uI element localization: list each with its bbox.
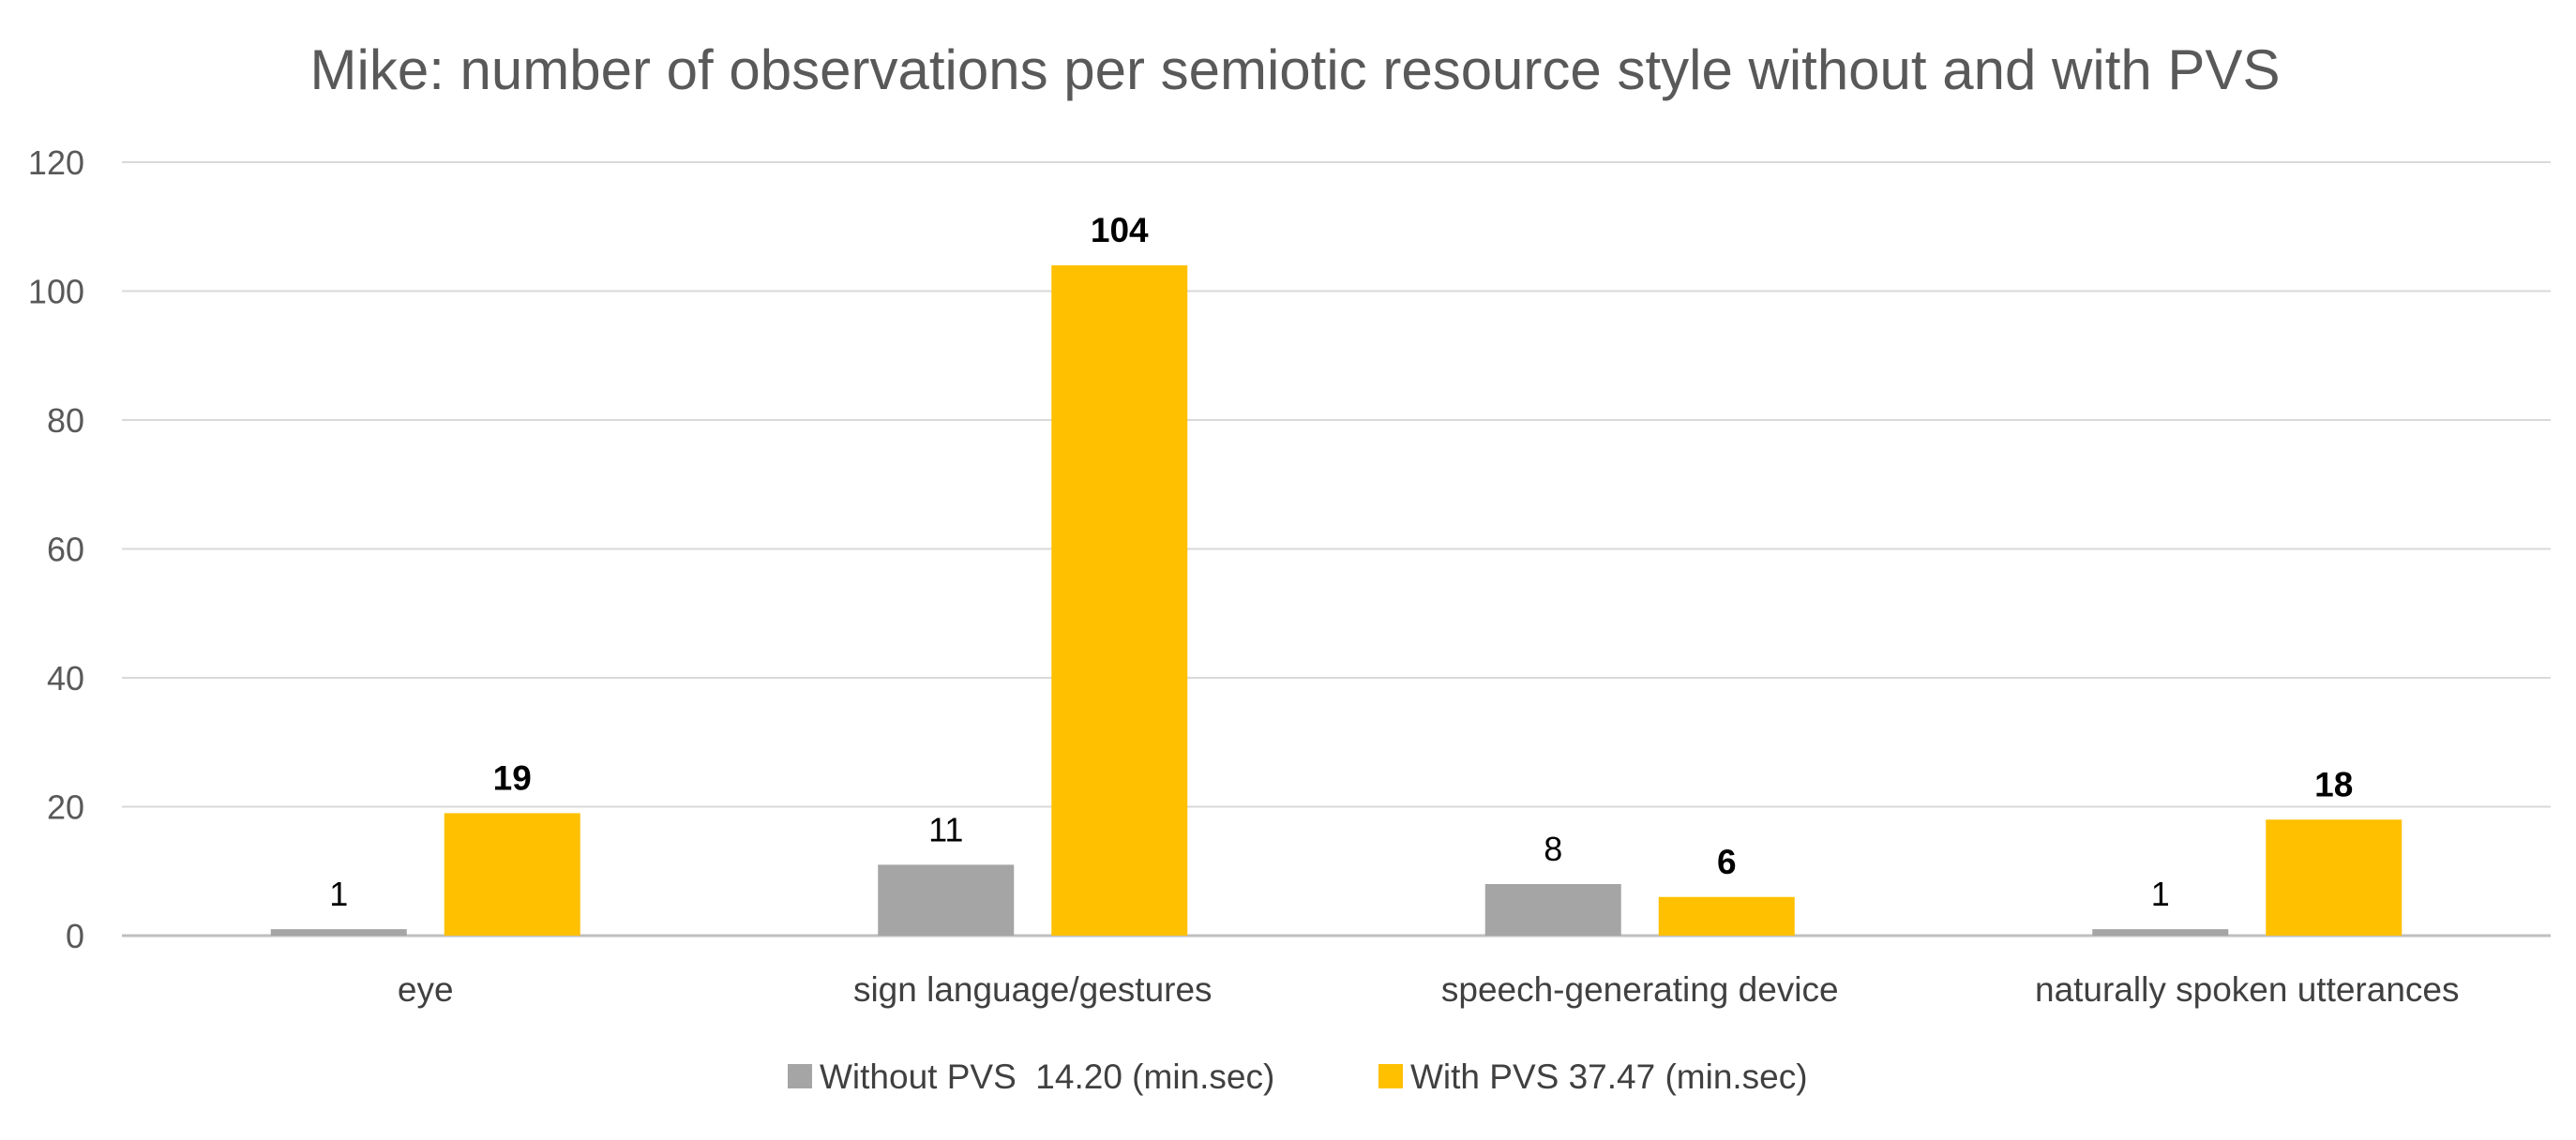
y-tick-label: 40 [47, 659, 84, 698]
data-label: 1 [329, 875, 348, 913]
category-label: sign language/gestures [853, 970, 1213, 1009]
y-tick-label: 100 [28, 273, 84, 311]
y-tick-label: 120 [28, 143, 84, 182]
y-tick-label: 60 [47, 531, 84, 569]
bar [2092, 929, 2229, 936]
category-label: eye [398, 970, 454, 1009]
legend-label: With PVS 37.47 (min.sec) [1410, 1058, 1808, 1096]
category-label: speech-generating device [1441, 970, 1839, 1009]
bars [270, 265, 2403, 936]
data-label: 1 [2151, 875, 2170, 913]
chart-title: Mike: number of observations per semioti… [310, 38, 2281, 101]
y-tick-label: 20 [47, 788, 84, 827]
y-tick-label: 80 [47, 401, 84, 440]
data-label: 8 [1544, 830, 1562, 868]
legend-label: Without PVS 14.20 (min.sec) [820, 1058, 1274, 1096]
y-axis-tick-labels: 0 20 40 60 80 100 120 [28, 143, 84, 955]
bar [1658, 896, 1795, 936]
bar [1051, 265, 1188, 936]
data-label: 11 [928, 810, 963, 848]
bar [1484, 884, 1621, 936]
y-tick-label: 0 [66, 917, 84, 955]
data-label: 19 [493, 758, 532, 797]
bar [878, 864, 1015, 936]
data-labels: 1 19 11 104 8 6 1 18 [329, 211, 2353, 913]
data-label: 6 [1717, 843, 1737, 881]
legend-swatch [1378, 1064, 1403, 1088]
bar [270, 929, 407, 936]
legend-swatch [788, 1064, 812, 1088]
category-label: naturally spoken utterances [2035, 970, 2460, 1009]
data-label: 104 [1091, 211, 1149, 249]
bar [2266, 819, 2403, 936]
bar [444, 813, 580, 936]
x-axis-category-labels: eye sign language/gestures speech-generati… [398, 970, 2460, 1009]
legend: Without PVS 14.20 (min.sec) With PVS 37.4… [788, 1058, 1808, 1096]
data-label: 18 [2314, 765, 2353, 803]
